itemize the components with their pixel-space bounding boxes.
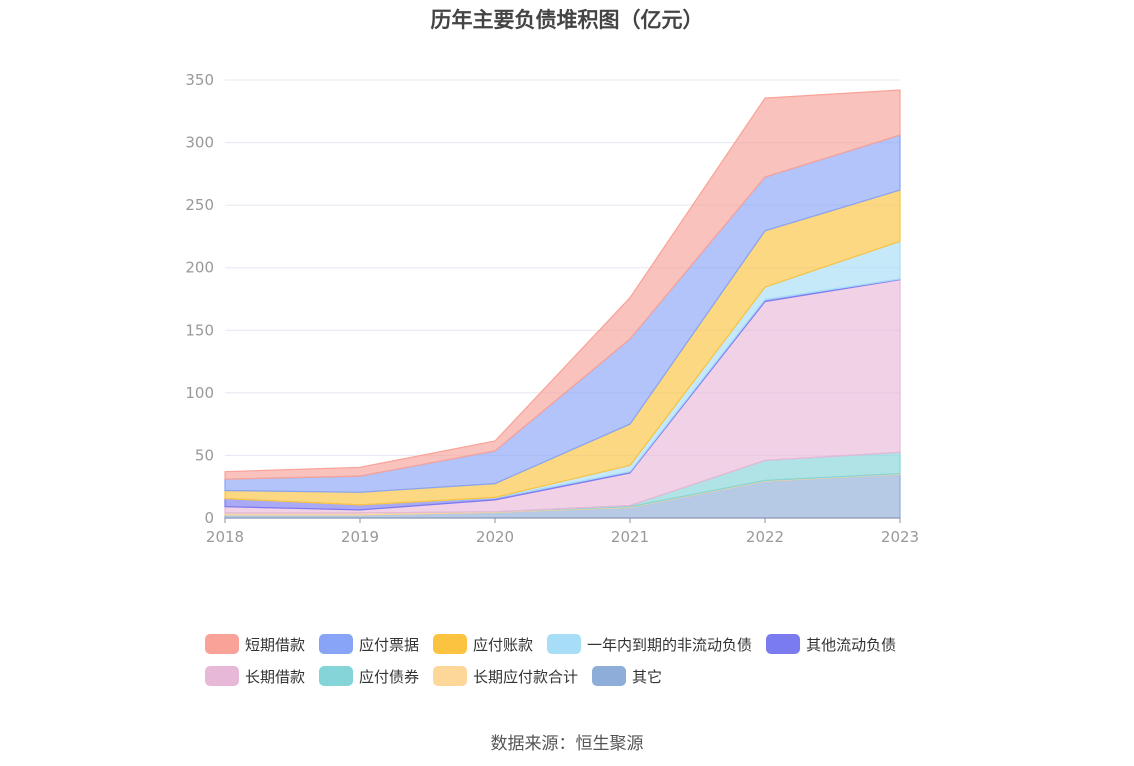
- legend-label: 其他流动负债: [806, 635, 897, 654]
- y-tick-label: 250: [185, 196, 214, 214]
- y-tick-label: 350: [185, 71, 214, 89]
- legend-item[interactable]: 长期借款: [205, 666, 305, 687]
- area-series-9: [224, 89, 901, 480]
- legend-item[interactable]: 应付债券: [319, 666, 419, 687]
- legend-item[interactable]: 应付账款: [433, 634, 533, 655]
- legend-item[interactable]: 应付票据: [319, 634, 419, 655]
- y-tick-label: 150: [185, 321, 214, 339]
- legend-swatch: [205, 666, 239, 686]
- x-tick-label: 2020: [476, 528, 514, 546]
- legend-swatch: [766, 634, 801, 654]
- x-tick-label: 2021: [611, 528, 649, 546]
- legend-swatch: [547, 634, 582, 654]
- legend-item[interactable]: 其他流动负债: [766, 634, 896, 655]
- x-tick-label: 2019: [341, 528, 379, 546]
- y-tick-label: 200: [185, 259, 214, 277]
- legend-row: 短期借款 应付票据 应付账款 一年内到期的非流动负债 其他流动负债: [205, 628, 965, 660]
- legend-label: 长期借款: [245, 667, 306, 686]
- legend-label: 其它: [632, 667, 663, 686]
- legend-label: 长期应付款合计: [473, 667, 579, 686]
- y-tick-label: 0: [204, 509, 214, 527]
- legend-label: 应付票据: [359, 635, 420, 654]
- legend-label: 一年内到期的非流动负债: [587, 635, 753, 654]
- legend-swatch: [319, 666, 354, 686]
- legend-swatch: [319, 634, 354, 654]
- data-source: 数据来源：恒生聚源: [490, 734, 644, 754]
- legend-item[interactable]: 其它: [592, 666, 662, 687]
- y-tick-label: 300: [185, 134, 214, 152]
- x-tick-label: 2023: [881, 528, 919, 546]
- legend-item[interactable]: 长期应付款合计: [433, 666, 578, 687]
- legend-label: 应付账款: [473, 635, 534, 654]
- legend-row: 长期借款 应付债券 长期应付款合计 其它: [205, 660, 965, 692]
- legend-swatch: [205, 634, 239, 654]
- legend-item[interactable]: 短期借款: [205, 634, 305, 655]
- chart-legend: 短期借款 应付票据 应付账款 一年内到期的非流动负债 其他流动负债长期借款 应付债券 长期应…: [205, 628, 965, 692]
- y-tick-label: 50: [195, 446, 214, 464]
- legend-label: 应付债券: [359, 667, 420, 686]
- area-series: [224, 89, 901, 519]
- x-tick-label: 2018: [206, 528, 244, 546]
- legend-swatch: [433, 666, 468, 686]
- chart-title: 历年主要负债堆积图（亿元）: [430, 8, 704, 32]
- y-tick-label: 100: [185, 384, 214, 402]
- axes: 0 50 100 150 200 250 300 350 2018 2019 2020 2021 202…: [185, 71, 919, 546]
- legend-swatch: [592, 666, 627, 686]
- x-tick-label: 2022: [746, 528, 784, 546]
- legend-swatch: [433, 634, 468, 654]
- legend-label: 短期借款: [245, 635, 306, 654]
- stacked-area-chart: 0 50 100 150 200 250 300 350 2018 2019 2020 2021 202…: [185, 71, 919, 546]
- legend-item[interactable]: 一年内到期的非流动负债: [547, 634, 752, 655]
